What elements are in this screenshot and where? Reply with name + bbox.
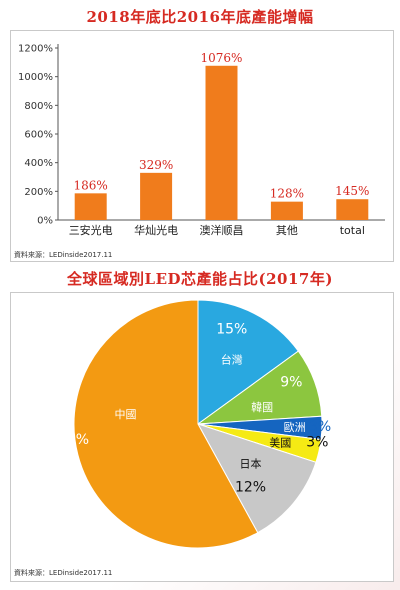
- x-tick-label: total: [340, 224, 365, 237]
- pie-slice: [196, 423, 317, 534]
- bar-chart-title: 2018年底比2016年底產能增幅: [86, 8, 314, 26]
- pie-slice-value-label: 3%: [306, 434, 328, 450]
- y-tick-label: 200%: [24, 187, 53, 198]
- bar-value-label: 186%: [74, 178, 108, 192]
- pie-slice-name-label: 韓國: [251, 401, 273, 414]
- pie-slice-value-label: 15%: [216, 322, 247, 338]
- x-tick-label: 三安光电: [69, 223, 113, 237]
- x-tick-label: 华灿光电: [134, 223, 178, 237]
- bar-value-label: 1076%: [201, 51, 243, 65]
- bar-value-label: 145%: [335, 184, 369, 198]
- pie-slice-name-label: 美國: [269, 436, 291, 449]
- pie-chart-source: 資料來源：LEDinside2017.11: [14, 569, 113, 577]
- y-tick-label: 400%: [24, 158, 53, 169]
- y-tick-label: 1200%: [18, 44, 53, 55]
- bar: [205, 65, 238, 220]
- y-tick-label: 800%: [24, 101, 53, 112]
- pie-slice-value-label: 3%: [309, 419, 331, 435]
- pie-slice-name-label: 台灣: [221, 353, 243, 367]
- bar: [140, 172, 173, 220]
- pie-chart-title: 全球區域別LED芯產能占比(2017年): [67, 270, 333, 288]
- x-tick-label: 澳洋顺昌: [200, 223, 244, 237]
- x-tick-label: 其他: [276, 224, 298, 237]
- bar-value-label: 329%: [139, 158, 173, 172]
- bar-chart-panel: [10, 30, 394, 262]
- bar-value-label: 128%: [270, 187, 304, 201]
- pie-slice-value-label: 58%: [58, 432, 89, 448]
- pie-slice-name-label: 日本: [240, 456, 262, 470]
- pie-slice: [197, 299, 300, 425]
- pie-slice-name-label: 中國: [115, 408, 137, 421]
- bar: [336, 199, 369, 220]
- bar: [74, 193, 107, 220]
- pie-slice-value-label: 12%: [235, 479, 266, 495]
- pie-slice-name-label: 歐洲: [284, 420, 306, 434]
- y-tick-label: 1000%: [18, 72, 53, 83]
- y-tick-label: 0%: [37, 216, 53, 227]
- bar: [270, 201, 303, 220]
- pie-slice-value-label: 9%: [280, 374, 302, 390]
- y-tick-label: 600%: [24, 130, 53, 141]
- pie-slice: [73, 299, 259, 549]
- bar-chart-source: 資料來源：LEDinside2017.11: [14, 251, 113, 259]
